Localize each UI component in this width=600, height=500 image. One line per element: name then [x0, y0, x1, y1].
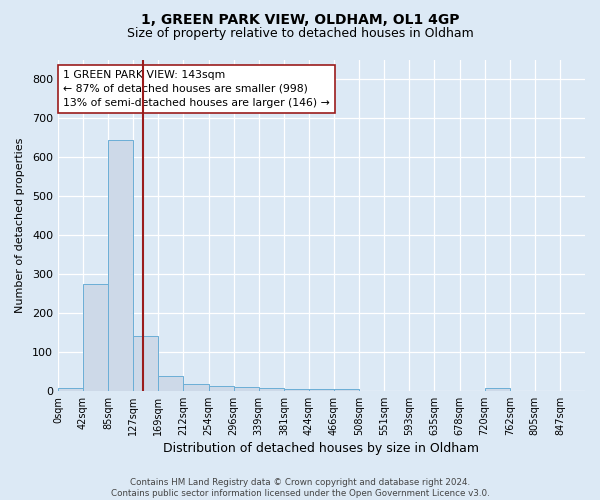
Bar — [184, 384, 209, 391]
Bar — [309, 390, 334, 391]
Text: 1 GREEN PARK VIEW: 143sqm
← 87% of detached houses are smaller (998)
13% of semi: 1 GREEN PARK VIEW: 143sqm ← 87% of detac… — [63, 70, 330, 108]
Text: Contains HM Land Registry data © Crown copyright and database right 2024.
Contai: Contains HM Land Registry data © Crown c… — [110, 478, 490, 498]
Bar — [58, 388, 83, 391]
Bar — [133, 336, 158, 391]
Bar — [259, 388, 284, 391]
Bar — [334, 390, 359, 391]
Bar — [108, 140, 133, 391]
Y-axis label: Number of detached properties: Number of detached properties — [15, 138, 25, 313]
Bar — [158, 376, 184, 391]
Bar — [209, 386, 233, 391]
Bar — [284, 389, 309, 391]
Bar — [83, 284, 108, 391]
Text: 1, GREEN PARK VIEW, OLDHAM, OL1 4GP: 1, GREEN PARK VIEW, OLDHAM, OL1 4GP — [141, 12, 459, 26]
X-axis label: Distribution of detached houses by size in Oldham: Distribution of detached houses by size … — [163, 442, 479, 455]
Bar — [485, 388, 510, 391]
Text: Size of property relative to detached houses in Oldham: Size of property relative to detached ho… — [127, 28, 473, 40]
Bar — [233, 387, 259, 391]
